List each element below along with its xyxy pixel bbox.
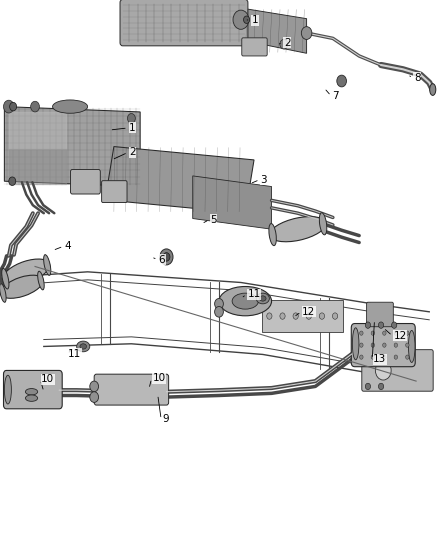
Circle shape bbox=[371, 355, 374, 359]
Ellipse shape bbox=[80, 344, 86, 349]
Text: 1: 1 bbox=[252, 15, 258, 25]
Ellipse shape bbox=[319, 213, 327, 235]
Circle shape bbox=[392, 322, 397, 328]
Circle shape bbox=[394, 331, 398, 335]
Circle shape bbox=[382, 355, 386, 359]
Circle shape bbox=[319, 313, 325, 319]
FancyBboxPatch shape bbox=[102, 181, 127, 203]
Circle shape bbox=[163, 253, 170, 261]
Text: 2: 2 bbox=[129, 148, 136, 157]
Ellipse shape bbox=[352, 328, 359, 360]
Circle shape bbox=[293, 313, 298, 319]
Circle shape bbox=[365, 322, 371, 328]
Circle shape bbox=[394, 355, 398, 359]
Ellipse shape bbox=[256, 293, 269, 304]
FancyBboxPatch shape bbox=[351, 324, 415, 367]
Polygon shape bbox=[105, 147, 254, 213]
Circle shape bbox=[90, 392, 99, 402]
Circle shape bbox=[244, 16, 250, 23]
Ellipse shape bbox=[3, 259, 49, 285]
Polygon shape bbox=[241, 8, 307, 53]
Ellipse shape bbox=[270, 216, 326, 242]
Circle shape bbox=[127, 114, 135, 123]
Ellipse shape bbox=[430, 84, 436, 95]
Text: 7: 7 bbox=[332, 91, 339, 101]
Ellipse shape bbox=[25, 395, 38, 401]
Ellipse shape bbox=[53, 100, 88, 114]
Circle shape bbox=[406, 331, 409, 335]
Text: 11: 11 bbox=[68, 349, 81, 359]
Circle shape bbox=[4, 100, 14, 113]
Circle shape bbox=[31, 101, 39, 112]
Text: 11: 11 bbox=[247, 289, 261, 299]
Text: 6: 6 bbox=[159, 255, 165, 264]
Circle shape bbox=[267, 313, 272, 319]
Circle shape bbox=[360, 355, 363, 359]
Ellipse shape bbox=[269, 223, 276, 246]
Ellipse shape bbox=[38, 271, 44, 290]
Circle shape bbox=[332, 313, 338, 319]
Ellipse shape bbox=[219, 287, 272, 316]
Circle shape bbox=[406, 355, 409, 359]
Circle shape bbox=[306, 313, 311, 319]
Circle shape bbox=[10, 102, 17, 111]
FancyBboxPatch shape bbox=[71, 169, 100, 194]
Circle shape bbox=[360, 343, 363, 348]
Circle shape bbox=[371, 343, 374, 348]
Text: 5: 5 bbox=[210, 215, 217, 224]
Text: 13: 13 bbox=[373, 354, 386, 364]
Ellipse shape bbox=[77, 341, 90, 352]
Circle shape bbox=[394, 343, 398, 348]
Polygon shape bbox=[4, 107, 140, 187]
Circle shape bbox=[280, 39, 288, 49]
Text: 12: 12 bbox=[393, 331, 406, 341]
Ellipse shape bbox=[0, 284, 6, 302]
FancyBboxPatch shape bbox=[4, 370, 62, 409]
Circle shape bbox=[371, 331, 374, 335]
Circle shape bbox=[378, 383, 384, 390]
Ellipse shape bbox=[25, 389, 38, 395]
FancyBboxPatch shape bbox=[242, 38, 267, 56]
Circle shape bbox=[215, 298, 223, 309]
Circle shape bbox=[215, 306, 223, 317]
Text: 10: 10 bbox=[152, 374, 166, 383]
Circle shape bbox=[406, 343, 409, 348]
Circle shape bbox=[9, 177, 16, 185]
Text: 9: 9 bbox=[162, 415, 169, 424]
Text: 10: 10 bbox=[41, 375, 54, 384]
Polygon shape bbox=[193, 176, 272, 229]
Circle shape bbox=[160, 249, 173, 265]
Circle shape bbox=[382, 331, 386, 335]
Text: 3: 3 bbox=[261, 175, 267, 184]
Circle shape bbox=[90, 381, 99, 392]
FancyBboxPatch shape bbox=[94, 374, 169, 405]
Ellipse shape bbox=[44, 255, 51, 276]
FancyBboxPatch shape bbox=[367, 302, 393, 327]
Circle shape bbox=[375, 361, 391, 380]
Text: 1: 1 bbox=[129, 123, 136, 133]
Text: 12: 12 bbox=[302, 307, 315, 317]
Circle shape bbox=[365, 383, 371, 390]
Ellipse shape bbox=[0, 275, 43, 298]
Ellipse shape bbox=[259, 296, 266, 301]
Ellipse shape bbox=[2, 268, 9, 289]
Text: 4: 4 bbox=[65, 241, 71, 251]
Text: 2: 2 bbox=[284, 38, 290, 47]
FancyBboxPatch shape bbox=[120, 0, 248, 46]
Ellipse shape bbox=[4, 375, 11, 404]
FancyBboxPatch shape bbox=[362, 350, 433, 391]
Circle shape bbox=[360, 331, 363, 335]
Circle shape bbox=[382, 343, 386, 348]
Ellipse shape bbox=[232, 293, 258, 309]
Circle shape bbox=[233, 10, 249, 29]
FancyBboxPatch shape bbox=[262, 300, 343, 332]
Ellipse shape bbox=[408, 330, 415, 362]
Circle shape bbox=[280, 313, 285, 319]
Circle shape bbox=[301, 27, 312, 39]
Circle shape bbox=[378, 322, 384, 328]
Text: 8: 8 bbox=[414, 73, 420, 83]
Circle shape bbox=[337, 75, 346, 87]
